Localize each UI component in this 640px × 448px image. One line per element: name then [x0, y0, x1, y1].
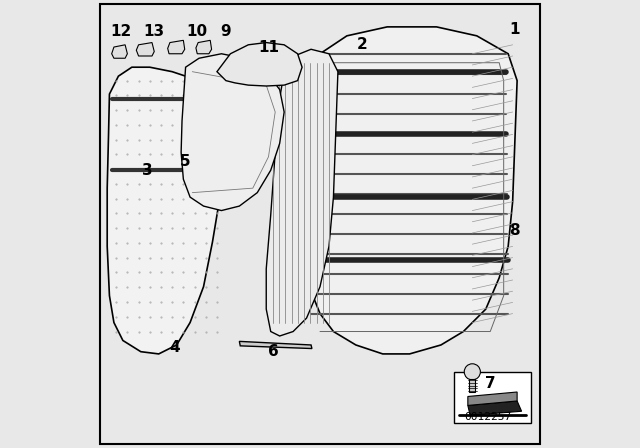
- Polygon shape: [469, 379, 476, 392]
- Polygon shape: [136, 43, 154, 56]
- Polygon shape: [307, 27, 517, 354]
- Polygon shape: [108, 67, 230, 354]
- Text: 4: 4: [169, 340, 180, 355]
- Polygon shape: [196, 40, 212, 54]
- FancyBboxPatch shape: [100, 4, 540, 444]
- Polygon shape: [266, 49, 338, 336]
- Polygon shape: [217, 43, 302, 86]
- Polygon shape: [168, 40, 185, 54]
- FancyBboxPatch shape: [454, 372, 531, 423]
- Polygon shape: [239, 341, 312, 349]
- Text: 12: 12: [110, 24, 131, 39]
- Text: 3: 3: [142, 163, 153, 178]
- Text: 2: 2: [357, 37, 368, 52]
- Text: 5: 5: [180, 154, 191, 169]
- Text: 8: 8: [509, 223, 520, 238]
- Polygon shape: [112, 45, 127, 58]
- Text: 0012257: 0012257: [465, 413, 511, 422]
- Text: 10: 10: [186, 24, 207, 39]
- Text: 9: 9: [221, 24, 231, 39]
- Text: 11: 11: [258, 39, 279, 55]
- Circle shape: [464, 364, 481, 380]
- Text: 7: 7: [485, 375, 495, 391]
- Polygon shape: [181, 54, 284, 211]
- Text: 6: 6: [268, 344, 278, 359]
- Polygon shape: [468, 392, 517, 405]
- Polygon shape: [468, 401, 522, 415]
- Text: 1: 1: [509, 22, 520, 37]
- Text: 13: 13: [143, 24, 165, 39]
